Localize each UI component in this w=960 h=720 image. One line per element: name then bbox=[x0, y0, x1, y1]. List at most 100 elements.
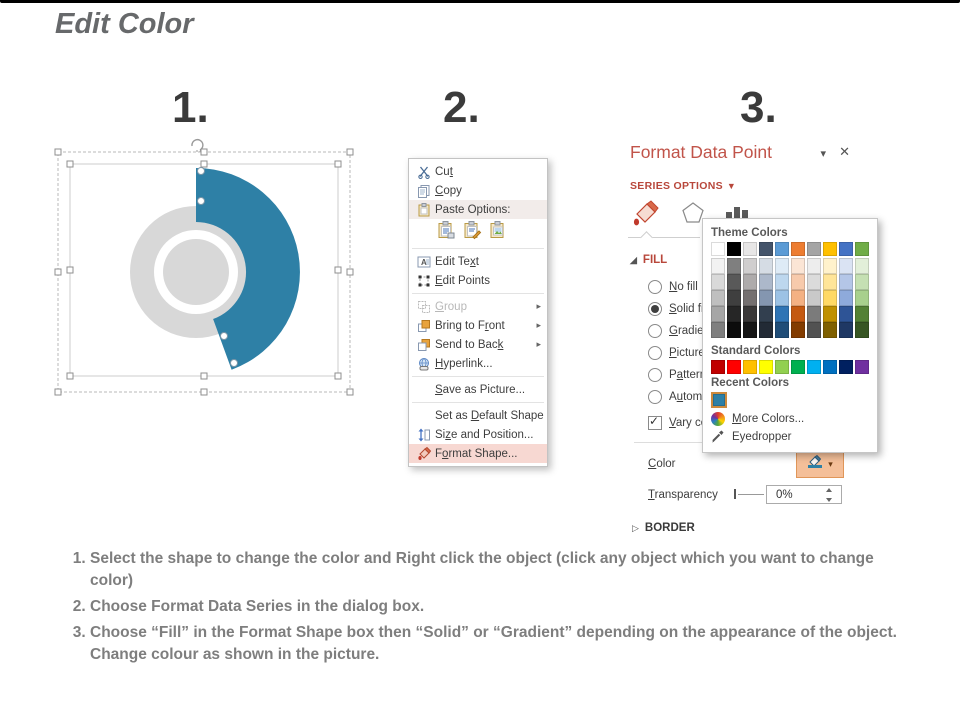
paste-as-picture-icon[interactable] bbox=[489, 221, 508, 243]
color-swatch[interactable] bbox=[791, 306, 805, 322]
color-swatch[interactable] bbox=[855, 322, 869, 338]
color-swatch[interactable] bbox=[711, 392, 727, 408]
color-swatch[interactable] bbox=[855, 290, 869, 306]
color-swatch[interactable] bbox=[807, 290, 821, 306]
color-swatch[interactable] bbox=[807, 274, 821, 290]
color-swatch[interactable] bbox=[743, 360, 757, 374]
color-swatch[interactable] bbox=[727, 360, 741, 374]
donut-center-disc[interactable] bbox=[163, 239, 229, 305]
color-swatch[interactable] bbox=[855, 306, 869, 322]
spinner-down-icon[interactable] bbox=[826, 498, 832, 502]
color-swatch[interactable] bbox=[791, 274, 805, 290]
color-swatch[interactable] bbox=[743, 274, 757, 290]
color-swatch[interactable] bbox=[727, 242, 741, 256]
color-swatch[interactable] bbox=[727, 258, 741, 274]
transparency-value-field[interactable]: 0% bbox=[766, 485, 842, 504]
color-swatch[interactable] bbox=[775, 360, 789, 374]
color-swatch[interactable] bbox=[791, 322, 805, 338]
color-swatch[interactable] bbox=[807, 258, 821, 274]
menu-item-set-default-shape[interactable]: Set as Default Shape bbox=[409, 406, 547, 425]
color-swatch[interactable] bbox=[775, 290, 789, 306]
color-swatch[interactable] bbox=[727, 322, 741, 338]
effects-tab-icon[interactable] bbox=[680, 200, 706, 231]
radio-no-fill[interactable]: No fill bbox=[648, 280, 698, 294]
color-swatch[interactable] bbox=[759, 290, 773, 306]
transparency-spinner[interactable] bbox=[822, 488, 836, 502]
menu-item-save-as-picture[interactable]: Save as Picture... bbox=[409, 380, 547, 399]
color-swatch[interactable] bbox=[759, 306, 773, 322]
menu-item-bring-to-front[interactable]: Bring to Front ▸ bbox=[409, 316, 547, 335]
color-swatch[interactable] bbox=[807, 242, 821, 256]
color-swatch[interactable] bbox=[775, 306, 789, 322]
transparency-slider-track[interactable] bbox=[738, 494, 764, 495]
transparency-slider-thumb[interactable] bbox=[734, 489, 736, 499]
menu-item-edit-text[interactable]: A Edit Text bbox=[409, 252, 547, 271]
color-swatch[interactable] bbox=[791, 290, 805, 306]
color-swatch[interactable] bbox=[823, 290, 837, 306]
color-swatch[interactable] bbox=[743, 242, 757, 256]
radio-picture-fill[interactable]: Picture bbox=[648, 346, 705, 360]
color-swatch[interactable] bbox=[855, 258, 869, 274]
series-options-tab-icon[interactable] bbox=[724, 203, 752, 228]
color-swatch[interactable] bbox=[807, 322, 821, 338]
color-swatch[interactable] bbox=[727, 274, 741, 290]
color-swatch[interactable] bbox=[807, 360, 821, 374]
selection-handles-inner[interactable] bbox=[66, 160, 342, 380]
color-swatch[interactable] bbox=[839, 306, 853, 322]
paste-destination-theme-icon[interactable] bbox=[463, 221, 482, 243]
color-swatch[interactable] bbox=[759, 258, 773, 274]
menu-item-size-position[interactable]: Size and Position... bbox=[409, 425, 547, 444]
menu-item-send-to-back[interactable]: Send to Back ▸ bbox=[409, 335, 547, 354]
color-swatch[interactable] bbox=[839, 258, 853, 274]
donut-highlight-arc[interactable] bbox=[196, 168, 300, 370]
color-swatch[interactable] bbox=[711, 360, 725, 374]
color-swatch[interactable] bbox=[775, 274, 789, 290]
color-swatch[interactable] bbox=[855, 242, 869, 256]
color-swatch[interactable] bbox=[743, 306, 757, 322]
arc-adjust-handles[interactable] bbox=[197, 167, 238, 367]
fill-color-button[interactable]: ▾ bbox=[796, 450, 844, 478]
color-swatch[interactable] bbox=[839, 274, 853, 290]
color-swatch[interactable] bbox=[759, 242, 773, 256]
color-swatch[interactable] bbox=[823, 258, 837, 274]
eyedropper-item[interactable]: Eyedropper bbox=[711, 428, 869, 446]
fill-line-tab-icon[interactable] bbox=[632, 198, 662, 233]
menu-item-copy[interactable]: Copy bbox=[409, 181, 547, 200]
color-swatch[interactable] bbox=[711, 242, 725, 256]
color-swatch[interactable] bbox=[759, 322, 773, 338]
color-swatch[interactable] bbox=[743, 322, 757, 338]
color-swatch[interactable] bbox=[823, 322, 837, 338]
fill-section-header[interactable]: ◢ FILL bbox=[630, 254, 667, 266]
color-swatch[interactable] bbox=[791, 242, 805, 256]
menu-item-cut[interactable]: Cut bbox=[409, 162, 547, 181]
pane-collapse-icon[interactable]: ▾ bbox=[820, 148, 826, 160]
color-swatch[interactable] bbox=[855, 274, 869, 290]
color-swatch[interactable] bbox=[775, 242, 789, 256]
color-swatch[interactable] bbox=[823, 242, 837, 256]
color-swatch[interactable] bbox=[759, 360, 773, 374]
color-swatch[interactable] bbox=[839, 322, 853, 338]
series-options-header[interactable]: SERIES OPTIONS ▼ bbox=[630, 180, 736, 192]
radio-automatic-fill[interactable]: Autom bbox=[648, 390, 702, 404]
color-swatch[interactable] bbox=[839, 360, 853, 374]
radio-gradient-fill[interactable]: Gradie bbox=[648, 324, 704, 338]
color-swatch[interactable] bbox=[711, 274, 725, 290]
color-swatch[interactable] bbox=[743, 290, 757, 306]
color-swatch[interactable] bbox=[727, 290, 741, 306]
color-swatch[interactable] bbox=[823, 360, 837, 374]
border-section-header[interactable]: ▷ BORDER bbox=[632, 522, 695, 534]
selection-handles-outer[interactable] bbox=[54, 148, 354, 396]
color-swatch[interactable] bbox=[711, 290, 725, 306]
color-swatch[interactable] bbox=[743, 258, 757, 274]
menu-item-paste-options[interactable]: Paste Options: bbox=[409, 200, 547, 219]
color-swatch[interactable] bbox=[807, 306, 821, 322]
more-colors-item[interactable]: More Colors... bbox=[711, 410, 869, 428]
color-swatch[interactable] bbox=[791, 258, 805, 274]
color-swatch[interactable] bbox=[823, 306, 837, 322]
color-swatch[interactable] bbox=[823, 274, 837, 290]
color-swatch[interactable] bbox=[839, 242, 853, 256]
color-swatch[interactable] bbox=[727, 306, 741, 322]
color-swatch[interactable] bbox=[775, 258, 789, 274]
menu-item-edit-points[interactable]: Edit Points bbox=[409, 271, 547, 290]
color-swatch[interactable] bbox=[775, 322, 789, 338]
